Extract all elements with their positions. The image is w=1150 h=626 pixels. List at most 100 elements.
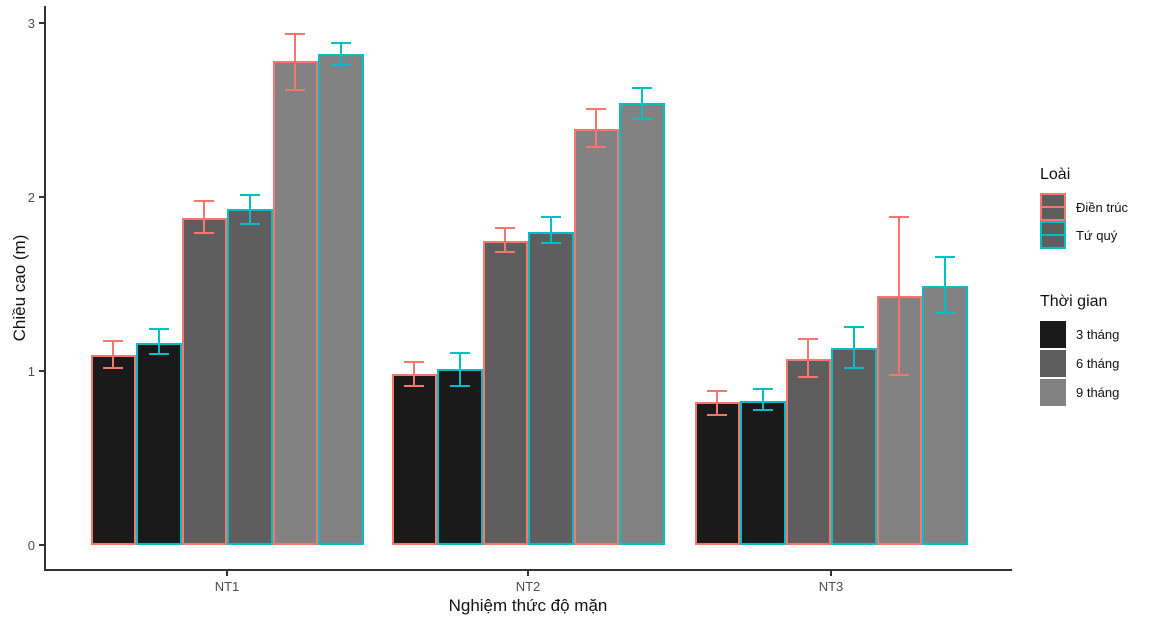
- y-tick-label: 1: [27, 363, 35, 379]
- bar: [694, 402, 740, 545]
- error-bar-cap-bottom: [285, 88, 306, 91]
- error-bar-stem: [203, 200, 206, 234]
- error-bar-stem: [852, 325, 855, 370]
- legend-title-time: Thời gian: [1040, 293, 1108, 310]
- bar: [181, 217, 227, 545]
- legend-item-label: 9 tháng: [1076, 385, 1120, 400]
- time-key-swatch-icon: [1040, 350, 1066, 377]
- error-bar-cap-bottom: [404, 384, 425, 387]
- error-bar-stem: [458, 351, 461, 387]
- x-tick-label: NT3: [818, 579, 844, 594]
- error-bar: [495, 226, 516, 253]
- error-bar-cap-bottom: [239, 222, 260, 225]
- error-bar-stem: [716, 390, 719, 417]
- time-key-swatch-icon: [1040, 379, 1066, 406]
- error-bar: [449, 351, 470, 387]
- error-bar-cap-bottom: [586, 146, 607, 149]
- error-bar: [239, 193, 260, 225]
- error-bar-cap-bottom: [148, 353, 169, 356]
- error-bar-stem: [294, 33, 297, 91]
- legend-item-6-thang: 6 tháng: [1040, 349, 1150, 378]
- error-bar-stem: [413, 360, 416, 387]
- error-bar: [707, 390, 728, 417]
- x-tick-mark: [830, 570, 832, 576]
- x-axis-title: Nghiệm thức độ mặn: [448, 596, 608, 615]
- y-axis-title: Chiều cao (m): [10, 234, 29, 342]
- time-key-swatch-icon: [1040, 321, 1066, 348]
- y-tick-mark: [39, 370, 44, 372]
- error-bar: [540, 216, 561, 244]
- legend-item-label: Điền trúc: [1076, 199, 1129, 215]
- x-tick-label: NT2: [515, 579, 541, 594]
- bar: [922, 285, 968, 545]
- error-bar-cap-bottom: [103, 367, 124, 370]
- bar: [318, 54, 364, 545]
- error-bar-stem: [157, 327, 160, 356]
- error-bar-stem: [112, 339, 115, 370]
- error-bar-cap-bottom: [330, 64, 351, 67]
- error-bar-cap-bottom: [495, 250, 516, 253]
- error-bar-cap-bottom: [540, 241, 561, 244]
- legend-item-label: Tứ quý: [1076, 227, 1118, 243]
- error-bar-cap-bottom: [889, 374, 910, 377]
- error-bar: [285, 33, 306, 91]
- bar: [528, 231, 574, 545]
- error-bar-stem: [339, 42, 342, 67]
- error-bar-cap-bottom: [934, 311, 955, 314]
- error-bar-stem: [248, 193, 251, 225]
- error-bar-stem: [761, 388, 764, 411]
- error-bar-stem: [640, 87, 643, 121]
- y-tick-label: 2: [27, 189, 35, 205]
- error-bar-stem: [595, 108, 598, 149]
- bar: [785, 358, 831, 545]
- legend: Loài Điền trúc Tứ quý Thời gian 3 tháng …: [1040, 166, 1150, 407]
- error-bar-cap-bottom: [194, 231, 215, 234]
- bar: [437, 369, 483, 545]
- error-bar-cap-bottom: [843, 367, 864, 370]
- error-bar: [889, 216, 910, 377]
- species-key-swatch-icon: [1040, 193, 1066, 221]
- legend-item-label: 6 tháng: [1076, 356, 1120, 371]
- legend-item-9-thang: 9 tháng: [1040, 378, 1150, 407]
- error-bar-stem: [943, 256, 946, 314]
- error-bar-stem: [504, 226, 507, 253]
- error-bar: [194, 200, 215, 234]
- bar: [272, 61, 318, 545]
- error-bar: [752, 388, 773, 411]
- legend-title-species: Loài: [1040, 166, 1071, 183]
- x-tick-mark: [527, 570, 529, 576]
- bar: [740, 400, 786, 545]
- error-bar: [798, 337, 819, 378]
- error-bar-cap-bottom: [631, 118, 652, 121]
- x-tick-mark: [226, 570, 228, 576]
- error-bar: [103, 339, 124, 370]
- error-bar-cap-bottom: [707, 414, 728, 417]
- error-bar-stem: [549, 216, 552, 244]
- error-bar: [631, 87, 652, 121]
- bar: [391, 374, 437, 545]
- species-key-swatch-icon: [1040, 221, 1066, 249]
- error-bar: [148, 327, 169, 356]
- error-bar: [586, 108, 607, 149]
- y-tick-label: 3: [27, 15, 35, 31]
- error-bar-cap-bottom: [798, 375, 819, 378]
- bar: [90, 355, 136, 545]
- y-tick-mark: [39, 544, 44, 546]
- bar: [573, 129, 619, 545]
- y-tick-mark: [39, 196, 44, 198]
- error-bar: [934, 256, 955, 314]
- bar: [227, 209, 273, 545]
- y-tick-mark: [39, 22, 44, 24]
- y-axis-line: [44, 6, 46, 571]
- error-bar-cap-bottom: [449, 384, 470, 387]
- legend-item-label: 3 tháng: [1076, 327, 1120, 342]
- legend-item-dien-truc: Điền trúc: [1040, 193, 1150, 221]
- legend-item-tu-quy: Tứ quý: [1040, 221, 1150, 249]
- error-bar-stem: [898, 216, 901, 377]
- error-bar: [330, 42, 351, 67]
- x-tick-label: NT1: [214, 579, 240, 594]
- x-axis-line: [44, 569, 1012, 571]
- bar: [482, 240, 528, 545]
- bar: [619, 103, 665, 545]
